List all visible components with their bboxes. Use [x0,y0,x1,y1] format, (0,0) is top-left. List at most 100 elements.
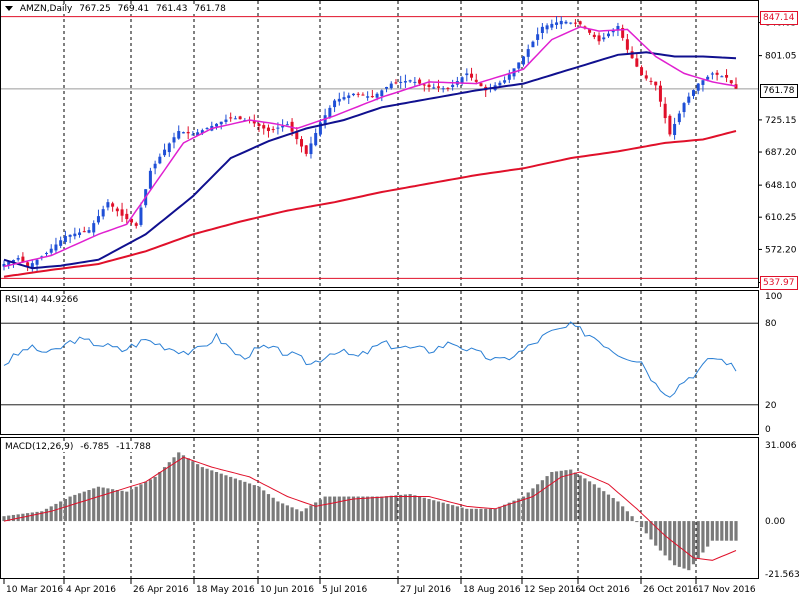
macd-bar [158,472,162,522]
macd-bar [427,499,431,522]
candle-body [347,95,351,98]
candle-body [215,123,219,127]
candle-body [573,22,577,24]
candle-body [696,83,700,91]
macd-bar [73,494,77,522]
candle-body [597,35,601,42]
candle-body [625,39,629,50]
macd-bar [573,472,578,522]
high-value: 769.41 [117,4,150,14]
candle-body [545,25,549,30]
price-plot [1,15,758,279]
candle-body [134,223,138,226]
macd-bar [356,496,360,522]
rsi-pane[interactable] [0,290,759,435]
macd-bar [63,499,67,522]
candle-body [342,97,346,100]
macd-bar [432,500,436,522]
candle-body [503,80,507,83]
macd-bar [422,497,426,522]
candle-body [49,248,53,253]
time-label: 18 Aug 2016 [463,585,521,595]
macd-bar [276,501,280,522]
candle-body [309,143,313,155]
macd-bar [285,505,289,522]
macd-bar [554,471,559,522]
candle-body [370,96,374,98]
candle-body [621,28,625,38]
macd-bar [469,508,474,522]
candle-body [200,130,204,134]
macd-bar [44,508,49,522]
macd-bar [635,521,639,523]
candle-body [224,119,228,122]
candle-body [564,21,568,24]
candle-body [323,115,327,125]
time-label: 27 Jul 2016 [400,585,451,595]
candle-body [399,81,403,83]
macd-bar [111,489,115,522]
candle-body [139,207,143,225]
candle-body [21,256,25,263]
candle-body [526,49,530,57]
macd-bar [304,508,308,522]
candle-body [356,93,360,95]
macd-bar [479,508,483,522]
candle-body [229,117,233,119]
candle-body [635,58,639,67]
time-label: 5 Jul 2016 [322,585,367,595]
symbol-header: AMZN,Daily 767.25 769.41 761.43 761.78 [3,4,230,14]
ma-mid-line [3,51,737,270]
candle-body [725,75,729,78]
candle-body [35,259,39,265]
macd-bar [257,486,261,522]
time-label: 10 Jun 2016 [260,585,314,595]
macd-bar [35,511,39,522]
macd-bar [177,452,181,522]
candle-body [578,21,582,25]
candle-body [673,123,677,135]
candle-body [375,93,379,98]
macd-bar [196,464,200,522]
candle-body [153,163,157,169]
rsi-axis-label: 100 [765,292,782,302]
macd-bar [115,490,119,522]
macd-bar [701,521,705,553]
candle-body [720,76,724,78]
candle-body [304,145,308,154]
macd-bar [271,497,275,522]
macd-bar [720,521,724,541]
macd-bar [559,470,563,522]
candle-body [413,81,417,83]
candle-body [158,156,162,164]
candle-body [361,94,365,96]
candle-body [441,88,445,90]
macd-bar [621,506,625,522]
macd-signal-line [3,456,737,561]
candle-body [262,125,266,129]
macd-bar [92,488,96,522]
candle-body [474,79,478,82]
macd-bar [729,521,733,541]
time-label: 4 Apr 2016 [66,585,116,595]
candle-body [186,131,190,134]
macd-bar [403,494,408,522]
macd-bar [654,521,658,546]
time-label: 12 Sep 2016 [524,585,581,595]
candle-body [710,73,714,75]
macd-bar [710,521,714,541]
candle-body [663,103,667,119]
rsi-line [3,321,737,398]
candle-body [130,218,134,223]
candle-body [644,75,648,79]
candle-body [616,26,620,31]
main-pane[interactable] [0,0,759,288]
candle-body [517,62,521,69]
collapse-triangle-icon[interactable] [5,6,13,11]
candle-body [337,98,341,102]
macd-bar [663,521,667,556]
macd-bar [153,476,157,522]
macd-bar [706,521,710,547]
candle-body [167,143,171,153]
